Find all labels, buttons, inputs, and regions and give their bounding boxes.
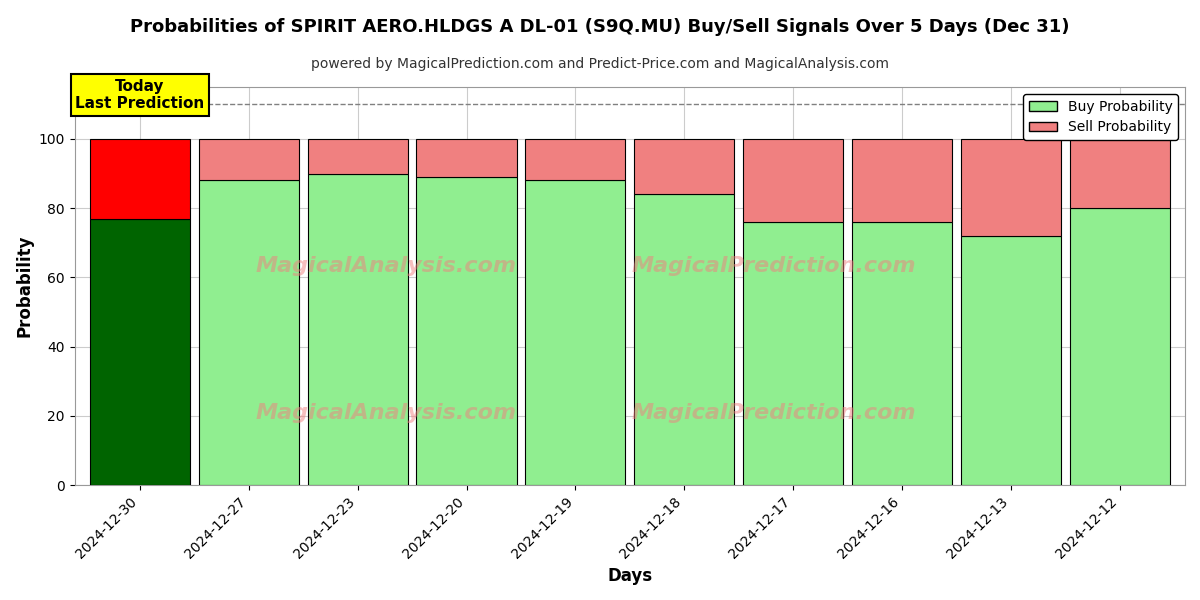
Bar [852, 139, 952, 222]
Bar [90, 218, 190, 485]
Bar [852, 222, 952, 485]
Bar [199, 181, 299, 485]
Bar [416, 139, 517, 177]
Text: Today
Last Prediction: Today Last Prediction [76, 79, 204, 111]
Bar [199, 139, 299, 181]
Bar [961, 139, 1061, 236]
Bar [526, 181, 625, 485]
Bar [526, 139, 625, 181]
Text: Probabilities of SPIRIT AERO.HLDGS A DL-01 (S9Q.MU) Buy/Sell Signals Over 5 Days: Probabilities of SPIRIT AERO.HLDGS A DL-… [131, 18, 1069, 36]
Text: MagicalAnalysis.com: MagicalAnalysis.com [256, 403, 516, 424]
Bar [1069, 139, 1170, 208]
Text: MagicalAnalysis.com: MagicalAnalysis.com [256, 256, 516, 276]
Y-axis label: Probability: Probability [16, 235, 34, 337]
Bar [743, 139, 844, 222]
Text: powered by MagicalPrediction.com and Predict-Price.com and MagicalAnalysis.com: powered by MagicalPrediction.com and Pre… [311, 57, 889, 71]
Legend: Buy Probability, Sell Probability: Buy Probability, Sell Probability [1024, 94, 1178, 140]
Bar [634, 139, 734, 194]
Bar [961, 236, 1061, 485]
Bar [307, 173, 408, 485]
Text: MagicalPrediction.com: MagicalPrediction.com [632, 256, 917, 276]
X-axis label: Days: Days [607, 567, 653, 585]
Bar [743, 222, 844, 485]
Bar [634, 194, 734, 485]
Bar [307, 139, 408, 173]
Text: MagicalPrediction.com: MagicalPrediction.com [632, 403, 917, 424]
Bar [1069, 208, 1170, 485]
Bar [416, 177, 517, 485]
Bar [90, 139, 190, 218]
